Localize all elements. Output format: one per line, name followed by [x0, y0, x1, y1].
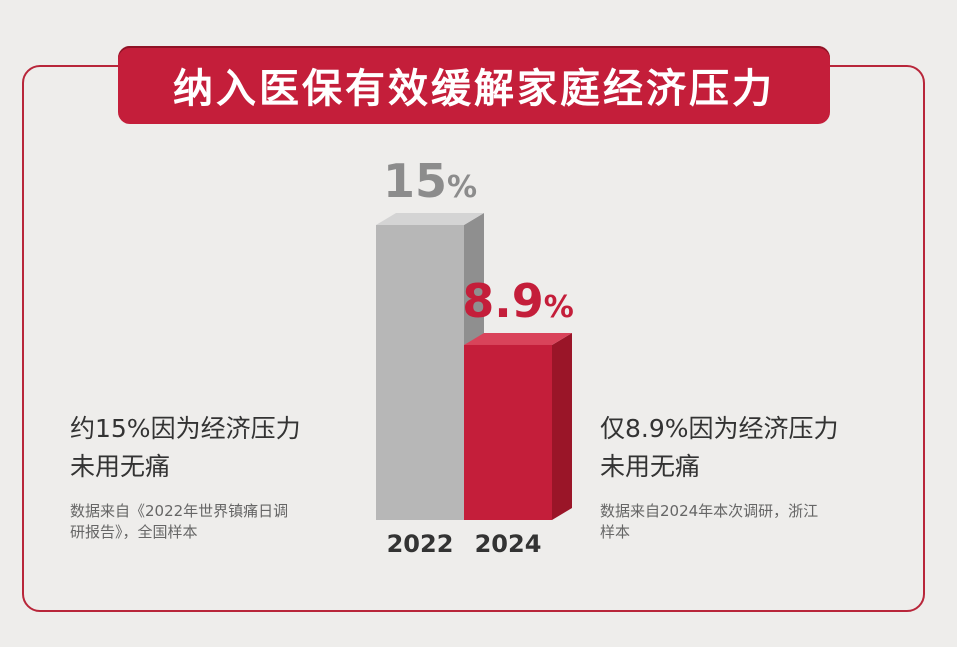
- left-headline-line1: 约15%因为经济压力: [70, 414, 301, 443]
- bar-2022: [376, 225, 464, 520]
- left-annotation: 约15%因为经济压力 未用无痛 数据来自《2022年世界镇痛日调 研报告》，全国…: [70, 410, 370, 543]
- value-label-2022: 15%: [383, 154, 477, 208]
- bar-2024-side: [552, 332, 572, 520]
- left-headline-line2: 未用无痛: [70, 452, 171, 481]
- right-source-line2: 样本: [600, 523, 631, 541]
- bar-chart: 15% 2022 8.9% 2024: [376, 154, 574, 558]
- category-label-2022: 2022: [387, 530, 454, 558]
- title-banner: 纳入医保有效缓解家庭经济压力: [118, 46, 830, 124]
- right-headline-line1: 仅8.9%因为经济压力: [600, 414, 839, 443]
- bar-2024-top: [464, 332, 572, 345]
- right-headline-line2: 未用无痛: [600, 452, 701, 481]
- value-label-2024: 8.9%: [462, 274, 574, 328]
- left-source-line1: 数据来自《2022年世界镇痛日调: [70, 502, 289, 520]
- left-source-line2: 研报告》，全国样本: [70, 523, 198, 541]
- bar-2024: [464, 344, 552, 520]
- category-label-2024: 2024: [475, 530, 542, 558]
- page-title: 纳入医保有效缓解家庭经济压力: [173, 66, 775, 112]
- bar-2022-top: [376, 213, 484, 225]
- right-source-line1: 数据来自2024年本次调研，浙江: [600, 502, 819, 520]
- right-annotation: 仅8.9%因为经济压力 未用无痛 数据来自2024年本次调研，浙江 样本: [600, 410, 900, 543]
